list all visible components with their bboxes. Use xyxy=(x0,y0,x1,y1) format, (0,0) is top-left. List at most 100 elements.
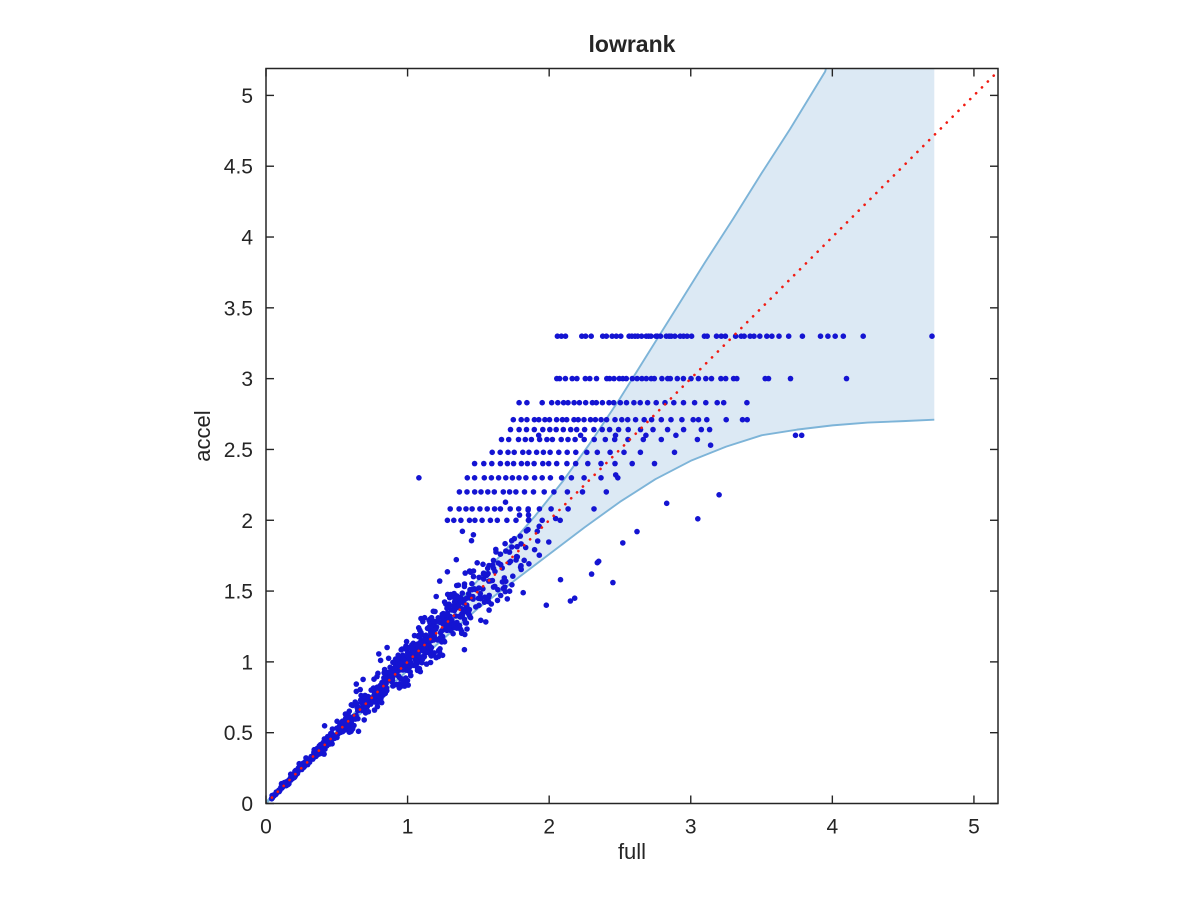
data-point xyxy=(565,399,571,406)
data-point xyxy=(492,568,498,575)
data-point xyxy=(671,399,677,406)
data-point xyxy=(477,594,484,601)
data-point xyxy=(521,557,527,564)
data-point xyxy=(511,449,517,456)
data-point xyxy=(470,573,477,580)
tick-labels: 0 1 2 3 4 5 0 0.5 1 1.5 2 2.5 3 3.5 4 4.5 5 xyxy=(224,85,980,839)
data-point xyxy=(598,416,604,423)
data-point xyxy=(704,416,710,423)
data-point xyxy=(476,574,482,581)
data-point xyxy=(562,375,569,382)
data-point xyxy=(400,680,407,686)
data-point xyxy=(497,592,504,599)
data-point xyxy=(648,333,654,340)
data-point xyxy=(539,399,545,406)
data-point xyxy=(624,416,631,423)
data-point xyxy=(486,607,492,613)
data-point xyxy=(637,399,643,406)
data-point xyxy=(541,489,547,495)
data-point xyxy=(398,647,405,653)
data-point xyxy=(673,432,679,439)
data-point xyxy=(418,654,424,660)
data-point xyxy=(385,669,392,676)
data-point xyxy=(581,475,587,481)
data-point xyxy=(321,751,327,757)
data-point xyxy=(553,416,560,423)
data-point xyxy=(690,416,696,423)
data-point xyxy=(639,375,645,382)
data-point xyxy=(524,416,530,423)
data-point xyxy=(516,399,522,406)
data-point xyxy=(360,676,366,683)
data-point xyxy=(510,460,517,467)
data-point xyxy=(576,399,583,406)
data-point xyxy=(688,333,695,340)
data-point xyxy=(674,375,681,382)
data-point xyxy=(555,399,561,406)
data-point xyxy=(598,460,604,467)
data-point xyxy=(739,416,746,423)
data-point xyxy=(469,506,475,512)
data-point xyxy=(658,416,665,423)
data-point xyxy=(718,375,724,382)
data-point xyxy=(723,416,729,423)
data-point xyxy=(471,475,478,481)
outlier-point xyxy=(612,472,619,478)
data-point xyxy=(494,517,501,524)
data-point xyxy=(585,460,591,467)
data-point xyxy=(515,436,522,443)
data-point xyxy=(832,333,838,340)
data-point xyxy=(405,651,412,657)
data-point xyxy=(414,667,421,674)
data-point xyxy=(451,517,457,524)
y-tick-label: 1.5 xyxy=(224,581,253,604)
data-point xyxy=(504,517,510,524)
data-point xyxy=(444,569,451,575)
data-point xyxy=(465,611,472,617)
data-point xyxy=(574,375,580,382)
data-point xyxy=(483,619,489,625)
data-point xyxy=(503,475,509,481)
data-point xyxy=(547,426,553,433)
data-point xyxy=(498,436,505,443)
data-point xyxy=(552,515,559,522)
data-point xyxy=(557,517,563,524)
data-point xyxy=(540,460,546,467)
outlier-point xyxy=(557,576,564,583)
data-point xyxy=(502,540,508,547)
data-point xyxy=(442,601,449,607)
data-point xyxy=(372,699,378,705)
y-tick-label: 4 xyxy=(241,227,253,250)
data-point xyxy=(648,416,655,423)
data-point xyxy=(525,507,531,513)
data-point xyxy=(408,672,414,679)
data-point xyxy=(817,333,824,340)
data-point xyxy=(391,665,398,671)
data-point xyxy=(306,759,313,765)
data-point xyxy=(469,580,475,587)
data-point xyxy=(485,570,491,577)
data-point xyxy=(515,506,522,512)
data-point xyxy=(593,399,600,406)
data-point xyxy=(357,697,364,703)
data-point xyxy=(651,460,658,467)
data-point xyxy=(553,426,559,433)
data-point xyxy=(421,637,427,644)
data-point xyxy=(764,333,770,340)
data-point xyxy=(362,710,369,716)
data-point xyxy=(371,707,378,713)
outlier-point xyxy=(610,579,616,586)
data-point xyxy=(704,333,710,340)
data-point xyxy=(799,333,806,340)
data-point xyxy=(592,416,599,423)
data-point xyxy=(479,517,485,524)
data-point xyxy=(517,533,524,539)
y-tick-label: 3 xyxy=(241,368,253,391)
data-point xyxy=(591,426,597,433)
outlier-point xyxy=(634,528,640,535)
data-point xyxy=(513,553,520,560)
data-point xyxy=(825,333,831,340)
data-point xyxy=(691,399,698,406)
